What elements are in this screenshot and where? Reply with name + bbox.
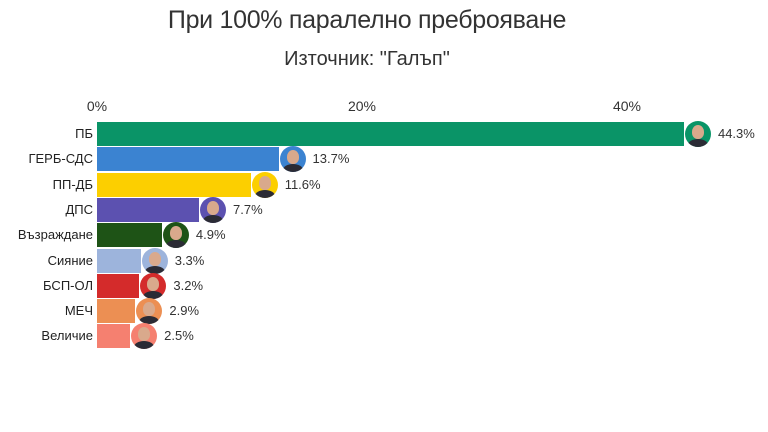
category-label: ДПС xyxy=(65,201,93,217)
leader-portrait-icon xyxy=(141,247,168,274)
leader-portrait-icon xyxy=(251,171,278,198)
value-label: 13.7% xyxy=(312,151,350,167)
chart-subtitle: Източник: "Галъп" xyxy=(284,48,450,70)
bar xyxy=(97,299,136,324)
value-label: 7.7% xyxy=(233,201,263,217)
bar xyxy=(97,172,251,197)
value-label: 3.2% xyxy=(173,277,204,293)
leader-portrait-icon xyxy=(140,272,167,299)
category-label: Сияние xyxy=(47,252,93,268)
category-label: Величие xyxy=(41,328,93,344)
category-label: ПБ xyxy=(75,126,93,141)
category-label: ГЕРБ-СДС xyxy=(28,151,93,167)
x-tick-label: 20% xyxy=(347,98,377,114)
leader-portrait-icon xyxy=(162,222,189,249)
value-label: 2.9% xyxy=(169,303,200,319)
bar xyxy=(97,248,141,273)
bar-row: ПП-ДБ 11.6% xyxy=(0,171,768,198)
value-label: 44.3% xyxy=(717,126,755,141)
bar xyxy=(97,197,200,222)
x-tick-label: 0% xyxy=(86,98,108,114)
value-label: 3.3% xyxy=(174,252,205,268)
category-label: ПП-ДБ xyxy=(52,176,93,192)
value-label: 4.9% xyxy=(195,227,226,243)
x-tick-label: 40% xyxy=(612,98,642,114)
bar xyxy=(97,324,131,349)
chart-title: При 100% паралелно преброяване xyxy=(167,6,567,34)
leader-portrait-icon xyxy=(131,323,158,350)
bar-row: ГЕРБ-СДС 13.7% xyxy=(0,146,768,173)
bar-row: ПБ 44.3% xyxy=(0,121,768,147)
bar-row: МЕЧ 2.9% xyxy=(0,298,768,325)
leader-portrait-icon xyxy=(136,298,163,325)
bar-row: Сияние 3.3% xyxy=(0,247,768,274)
bar xyxy=(97,122,684,146)
bar xyxy=(97,273,140,298)
category-label: БСП-ОЛ xyxy=(43,277,93,293)
value-label: 2.5% xyxy=(164,328,194,344)
bar-row: Възраждане 4.9% xyxy=(0,222,768,249)
bar xyxy=(97,223,162,248)
bar-row: Величие 2.5% xyxy=(0,323,768,350)
bar-row: БСП-ОЛ 3.2% xyxy=(0,272,768,299)
leader-portrait-icon xyxy=(200,196,227,223)
value-label: 11.6% xyxy=(284,176,321,192)
bar-row: ДПС 7.7% xyxy=(0,196,768,223)
leader-portrait-icon xyxy=(279,146,306,173)
category-label: Възраждане xyxy=(17,227,93,243)
bar xyxy=(97,147,279,172)
leader-portrait-icon xyxy=(684,121,711,147)
category-label: МЕЧ xyxy=(64,303,93,319)
